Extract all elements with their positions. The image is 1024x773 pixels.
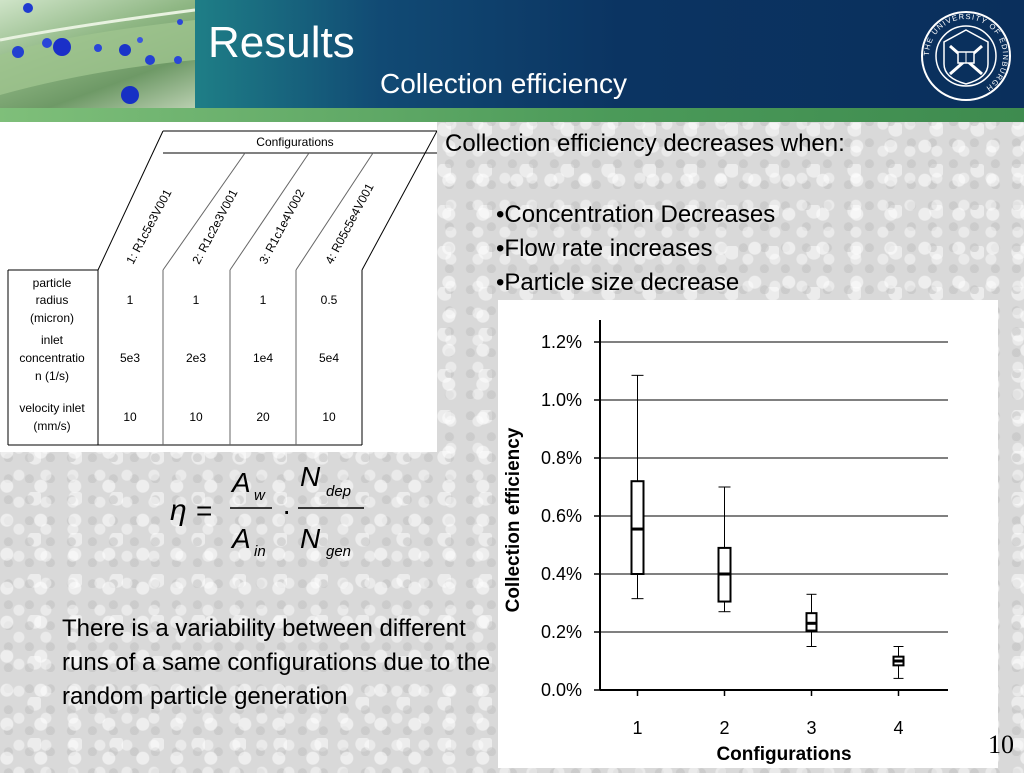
area-symbol: A: [230, 467, 251, 498]
particle-illustration: [0, 3, 195, 104]
header-particle-image: [0, 0, 195, 108]
area-symbol: A: [230, 523, 251, 554]
table-cell: 10: [322, 410, 336, 424]
multiplication-dot: ·: [282, 495, 291, 526]
efficiency-formula: η = A w A in · N dep N gen: [150, 458, 380, 568]
university-logo: THE UNIVERSITY OF EDINBURGH: [921, 11, 1011, 101]
table-cell: 20: [256, 410, 270, 424]
table-cell: 10: [189, 410, 203, 424]
x-tick-label: 4: [893, 718, 903, 738]
table-cell: 5e4: [319, 351, 339, 365]
number-symbol: N: [300, 523, 321, 554]
bullet-item: •Particle size decrease: [496, 269, 740, 296]
row-label-line: n (1/s): [35, 369, 69, 383]
box-plot: Collection efficiency Configurations 0.0…: [503, 320, 948, 765]
row-label-line: particle: [33, 276, 72, 290]
equals-sign: =: [196, 495, 212, 526]
y-tick-label: 0.0%: [541, 680, 582, 700]
number-symbol: N: [300, 461, 321, 492]
variability-note: There is a variability between different…: [62, 615, 491, 710]
y-tick-label: 1.2%: [541, 332, 582, 352]
x-tick-label: 3: [806, 718, 816, 738]
row-label-line: radius: [36, 293, 69, 307]
slide-subtitle: Collection efficiency: [380, 68, 627, 99]
configuration-table: Configurations 1: R1c5e3V001 2: R1c2e3V0…: [7, 130, 438, 446]
bullet-item: •Concentration Decreases: [496, 201, 776, 228]
x-tick-label: 2: [719, 718, 729, 738]
y-axis-label: Collection efficiency: [503, 427, 524, 612]
eta-symbol: η: [170, 494, 187, 527]
table-cell: 1: [193, 293, 200, 307]
row-label-line: inlet: [41, 333, 64, 347]
row-label-line: (micron): [30, 311, 74, 325]
subscript-w: w: [254, 487, 266, 504]
config-column-2: 2: R1c2e3V001: [189, 187, 240, 267]
table-cell: 0.5: [321, 293, 338, 307]
row-label-line: velocity inlet: [19, 401, 85, 415]
table-cell: 10: [123, 410, 137, 424]
bullet-list: •Concentration Decreases •Flow rate incr…: [496, 198, 775, 300]
header-accent-bar: [0, 108, 1024, 122]
configuration-table-panel: Configurations 1: R1c5e3V001 2: R1c2e3V0…: [0, 122, 438, 452]
efficiency-heading: Collection efficiency decreases when:: [445, 130, 845, 157]
row-label-line: (mm/s): [33, 419, 70, 433]
subscript-dep: dep: [326, 483, 351, 500]
subscript-gen: gen: [326, 543, 351, 560]
y-tick-label: 0.6%: [541, 506, 582, 526]
y-tick-label: 1.0%: [541, 390, 582, 410]
box-plot-panel: Collection efficiency Configurations 0.0…: [498, 300, 998, 768]
row-label-line: concentratio: [19, 351, 85, 365]
table-cell: 1e4: [253, 351, 273, 365]
table-cell: 5e3: [120, 351, 140, 365]
y-tick-label: 0.2%: [541, 622, 582, 642]
slide-title: Results: [208, 18, 355, 67]
table-cell: 1: [127, 293, 134, 307]
configurations-group-header: Configurations: [256, 135, 333, 149]
bullet-item: •Flow rate increases: [496, 235, 713, 262]
table-cell: 1: [260, 293, 267, 307]
y-tick-label: 0.8%: [541, 448, 582, 468]
x-tick-label: 1: [632, 718, 642, 738]
config-column-4: 4: R05c5e4V001: [322, 181, 376, 267]
table-cell: 2e3: [186, 351, 206, 365]
subscript-in: in: [254, 543, 266, 560]
page-number: 10: [988, 730, 1014, 759]
x-axis-label: Configurations: [716, 744, 851, 765]
y-tick-label: 0.4%: [541, 564, 582, 584]
config-column-3: 3: R1c1e4V002: [256, 187, 307, 267]
